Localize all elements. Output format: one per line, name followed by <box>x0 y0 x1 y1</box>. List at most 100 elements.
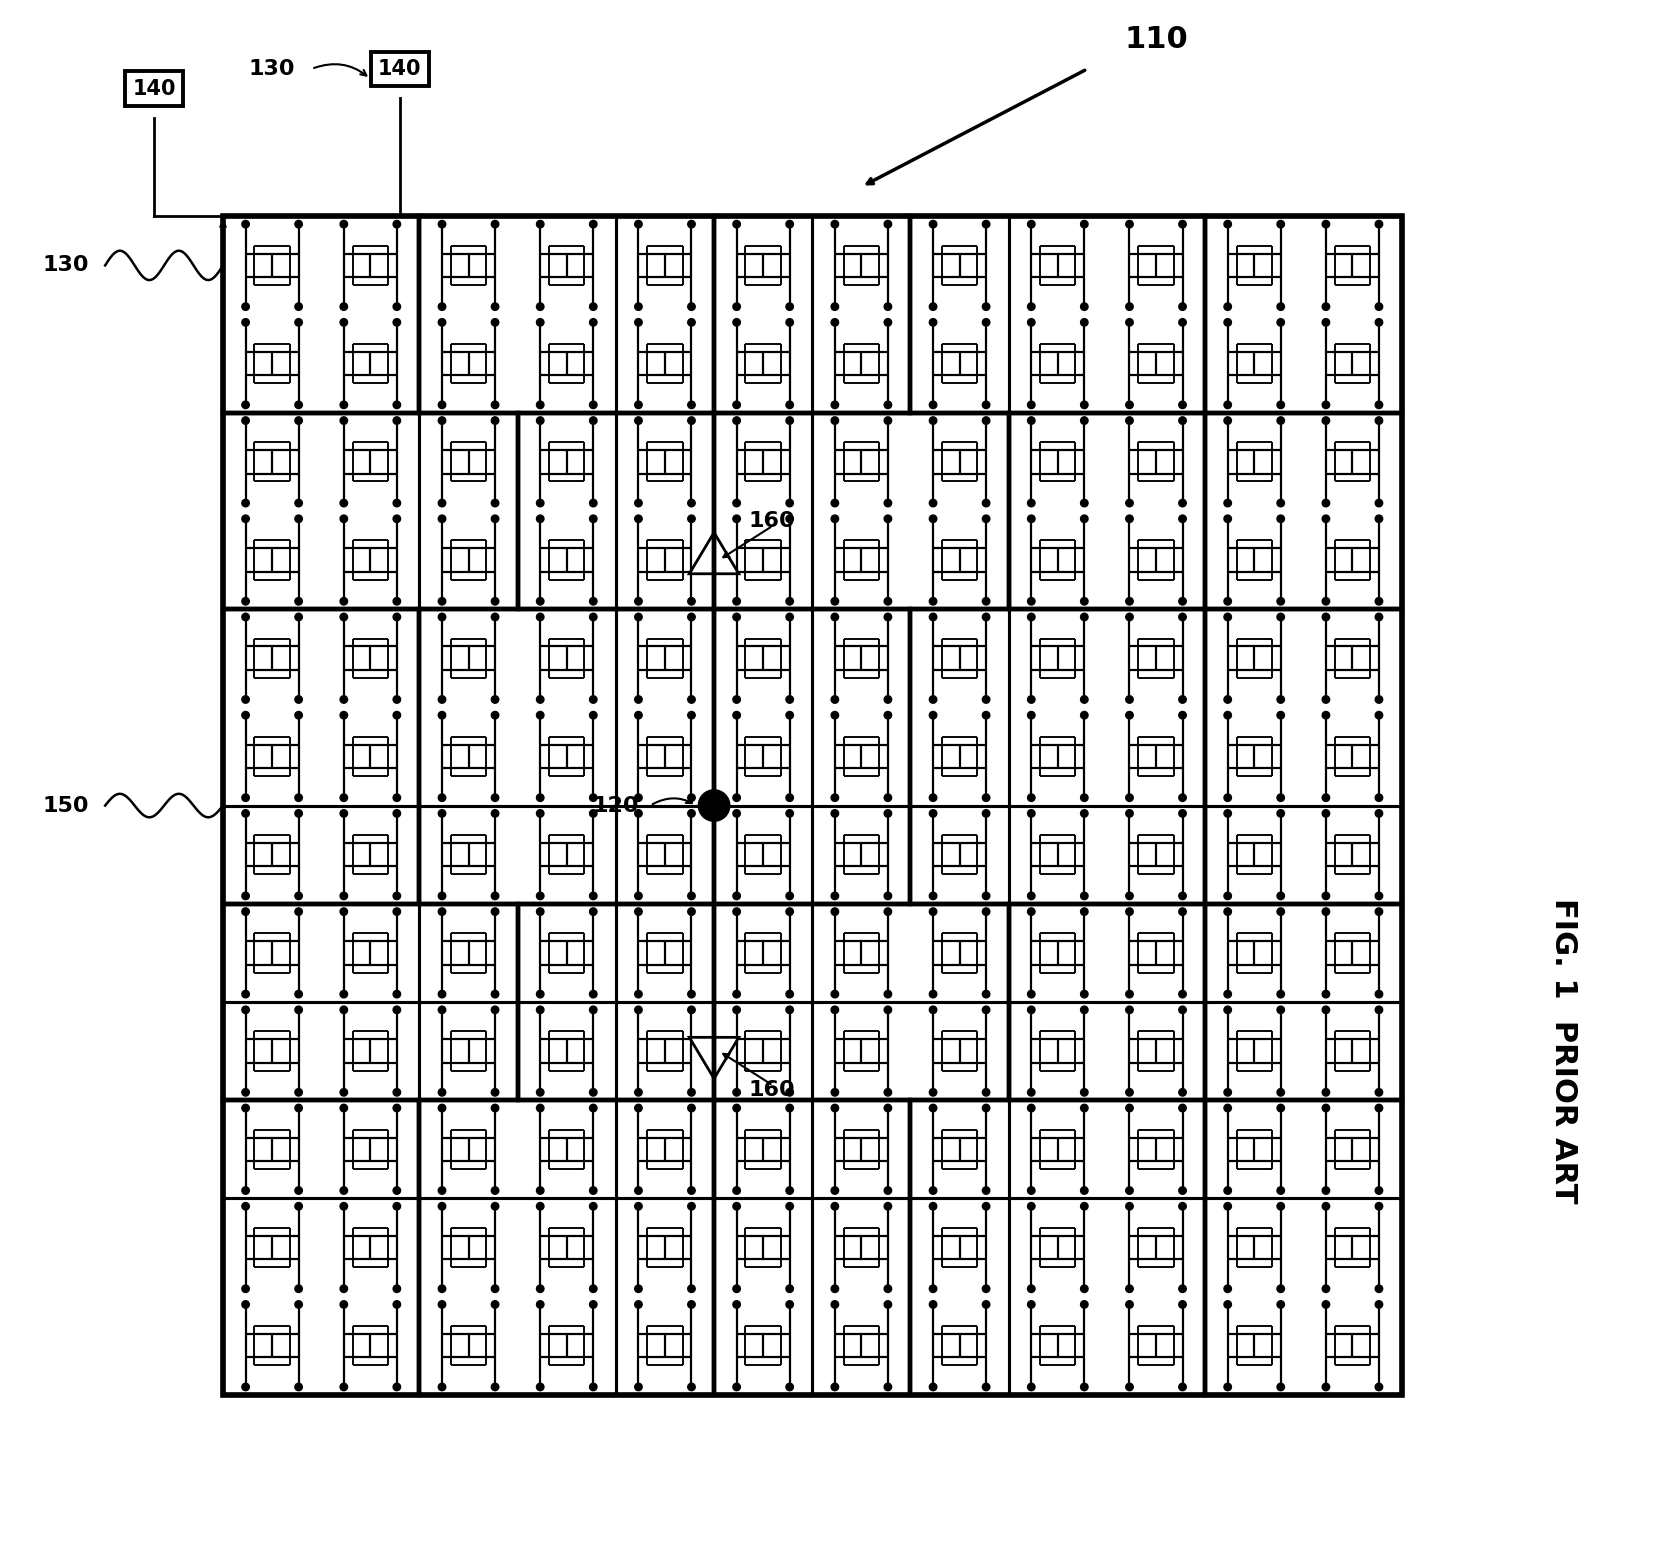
Circle shape <box>786 303 794 311</box>
Circle shape <box>982 319 989 326</box>
Circle shape <box>733 1203 741 1211</box>
Circle shape <box>536 401 544 409</box>
Circle shape <box>491 220 500 228</box>
Circle shape <box>1277 1286 1285 1292</box>
Circle shape <box>930 1203 936 1211</box>
Bar <box>518 412 715 609</box>
Circle shape <box>589 892 597 900</box>
Circle shape <box>1080 711 1088 719</box>
Circle shape <box>394 1104 400 1112</box>
Circle shape <box>688 711 695 719</box>
Circle shape <box>589 1187 597 1195</box>
Circle shape <box>635 614 642 620</box>
Circle shape <box>688 303 695 311</box>
Circle shape <box>1179 1286 1186 1292</box>
Bar <box>1206 806 1401 1001</box>
Circle shape <box>982 1203 989 1211</box>
Circle shape <box>536 1187 544 1195</box>
Circle shape <box>589 1203 597 1211</box>
Circle shape <box>786 695 794 703</box>
Text: 110: 110 <box>1125 25 1188 55</box>
Circle shape <box>589 1301 597 1309</box>
Circle shape <box>982 598 989 604</box>
Bar <box>223 609 420 806</box>
Circle shape <box>241 908 250 915</box>
Circle shape <box>1179 695 1186 703</box>
Bar <box>223 412 420 609</box>
Circle shape <box>1322 515 1330 523</box>
Circle shape <box>341 614 347 620</box>
Bar <box>910 1100 1206 1395</box>
Circle shape <box>688 1203 695 1211</box>
Circle shape <box>294 908 303 915</box>
Circle shape <box>491 401 500 409</box>
Circle shape <box>982 695 989 703</box>
Circle shape <box>1374 1104 1383 1112</box>
Circle shape <box>733 892 741 900</box>
Circle shape <box>341 990 347 998</box>
Circle shape <box>589 908 597 915</box>
Circle shape <box>438 908 445 915</box>
Bar <box>812 216 1009 412</box>
Circle shape <box>241 793 250 801</box>
Circle shape <box>1277 614 1285 620</box>
Circle shape <box>438 809 445 817</box>
Circle shape <box>341 319 347 326</box>
Circle shape <box>982 515 989 523</box>
Circle shape <box>982 1006 989 1014</box>
Circle shape <box>491 990 500 998</box>
Circle shape <box>1080 908 1088 915</box>
Bar <box>1009 216 1206 412</box>
Circle shape <box>536 1301 544 1309</box>
Circle shape <box>1179 990 1186 998</box>
Circle shape <box>1126 990 1133 998</box>
Circle shape <box>294 614 303 620</box>
Circle shape <box>438 1187 445 1195</box>
Circle shape <box>688 1187 695 1195</box>
Circle shape <box>1224 220 1232 228</box>
Circle shape <box>930 1384 936 1390</box>
Circle shape <box>733 515 741 523</box>
Circle shape <box>1322 1203 1330 1211</box>
Circle shape <box>294 1089 303 1097</box>
Circle shape <box>1277 1104 1285 1112</box>
Circle shape <box>982 908 989 915</box>
Bar <box>812 412 1009 609</box>
Circle shape <box>589 695 597 703</box>
Bar <box>1009 1001 1206 1198</box>
Circle shape <box>830 401 839 409</box>
Circle shape <box>930 908 936 915</box>
Circle shape <box>394 1286 400 1292</box>
Circle shape <box>438 1384 445 1390</box>
Bar <box>812 1001 1009 1198</box>
Bar <box>1206 1001 1401 1198</box>
Circle shape <box>536 319 544 326</box>
Circle shape <box>1080 598 1088 604</box>
Circle shape <box>394 515 400 523</box>
Circle shape <box>341 1384 347 1390</box>
Circle shape <box>1224 515 1232 523</box>
Bar <box>420 412 615 609</box>
Circle shape <box>589 1089 597 1097</box>
Circle shape <box>394 1384 400 1390</box>
Circle shape <box>830 793 839 801</box>
Bar <box>615 806 812 1001</box>
Circle shape <box>294 809 303 817</box>
Circle shape <box>1224 892 1232 900</box>
Circle shape <box>1080 401 1088 409</box>
Circle shape <box>1277 319 1285 326</box>
Circle shape <box>536 515 544 523</box>
Circle shape <box>733 417 741 425</box>
Bar <box>615 1198 812 1395</box>
Circle shape <box>830 1286 839 1292</box>
Circle shape <box>1080 1006 1088 1014</box>
Circle shape <box>1027 793 1035 801</box>
Circle shape <box>688 1006 695 1014</box>
Circle shape <box>589 793 597 801</box>
Bar <box>715 216 910 412</box>
Circle shape <box>930 1089 936 1097</box>
Circle shape <box>241 220 250 228</box>
Circle shape <box>341 1104 347 1112</box>
Circle shape <box>241 711 250 719</box>
Circle shape <box>1224 1203 1232 1211</box>
